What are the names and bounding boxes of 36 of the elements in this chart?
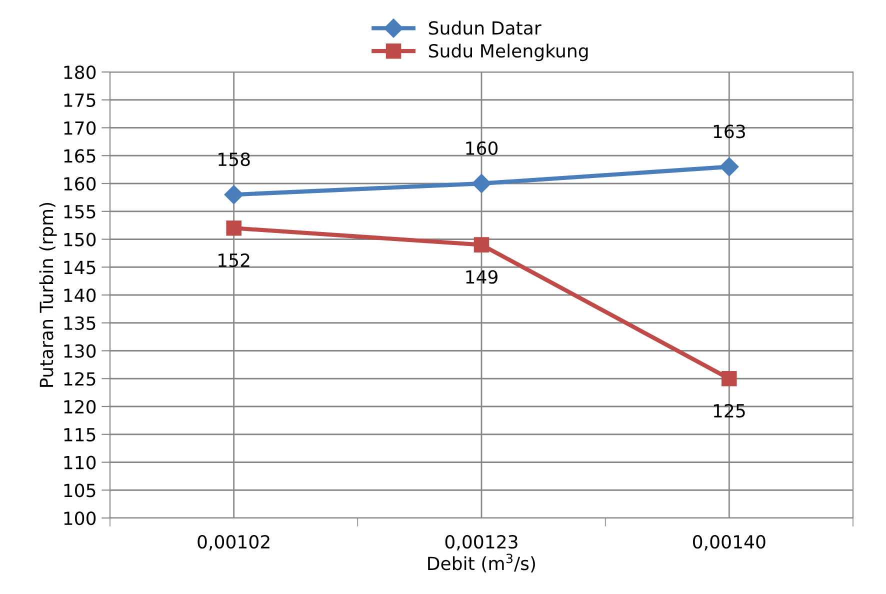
y-tick-label: 115 bbox=[64, 428, 96, 442]
data-label: 152 bbox=[218, 253, 250, 268]
y-tick-label: 105 bbox=[64, 484, 96, 498]
data-label: 163 bbox=[714, 124, 745, 138]
y-tick-label: 160 bbox=[64, 176, 96, 191]
data-label: 160 bbox=[466, 141, 498, 155]
y-tick-label: 175 bbox=[64, 94, 96, 107]
y-tick-label: 125 bbox=[64, 372, 96, 386]
y-tick-label: 170 bbox=[64, 121, 96, 135]
y-tick-label: 110 bbox=[64, 456, 96, 470]
legend-label: Sudun Datar bbox=[429, 20, 542, 35]
y-tick-label: 120 bbox=[64, 400, 96, 414]
x-tick-label: 0,00123 bbox=[445, 534, 518, 550]
point bbox=[224, 185, 244, 204]
y-tick-label: 145 bbox=[64, 260, 96, 274]
x-tick-label: 0,00140 bbox=[693, 534, 766, 550]
point bbox=[722, 370, 737, 386]
point bbox=[226, 220, 242, 236]
y-tick-label: 130 bbox=[64, 344, 96, 358]
point bbox=[720, 157, 739, 176]
y-tick-label: 180 bbox=[64, 65, 96, 80]
y-tick-label: 100 bbox=[64, 511, 96, 526]
point bbox=[474, 237, 490, 252]
y-tick-label: 140 bbox=[64, 288, 96, 302]
data-label: 149 bbox=[466, 270, 498, 284]
data-label: 125 bbox=[714, 404, 745, 418]
data-label: 158 bbox=[218, 152, 250, 166]
y-tick-label: 150 bbox=[64, 232, 96, 246]
y-tick-label: 155 bbox=[64, 205, 96, 218]
point bbox=[472, 174, 492, 194]
y-tick-label: 165 bbox=[64, 149, 96, 163]
y-axis-title: Putaran Turbin (rpm) bbox=[39, 202, 57, 387]
y-tick-label: 135 bbox=[64, 316, 96, 330]
x-axis-title: Debit (m$^{3}$/s) bbox=[428, 554, 535, 572]
legend-label: Sudu Melengkung bbox=[429, 44, 588, 62]
x-tick-label: 0,00102 bbox=[198, 534, 270, 550]
